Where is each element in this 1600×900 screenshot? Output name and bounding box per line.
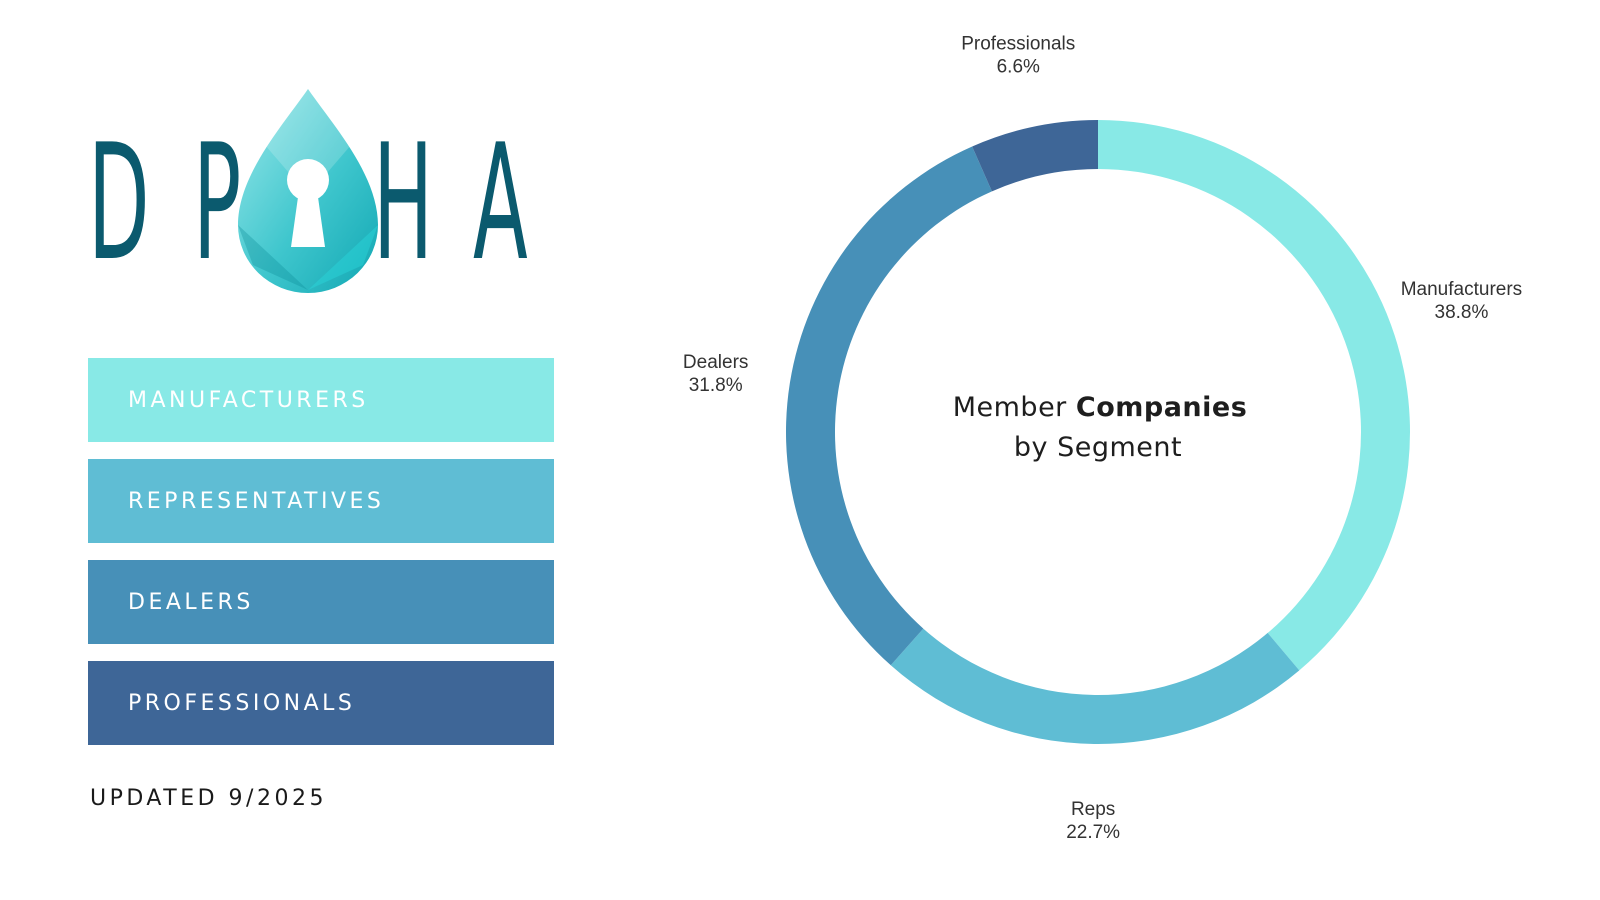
segment-bar-manufacturers[interactable]: MANUFACTURERS <box>88 358 554 442</box>
donut-slice-professionals[interactable] <box>972 120 1098 192</box>
chart-center-title: Member Companies <box>953 392 1248 423</box>
updated-date: UPDATED 9/2025 <box>90 786 327 811</box>
slice-name-label: Professionals <box>961 33 1075 54</box>
logo-letter-h: H <box>373 109 434 296</box>
dpha-logo: D P H A <box>88 85 558 300</box>
slice-value-label: 22.7% <box>1066 822 1120 843</box>
slice-value-label: 31.8% <box>689 375 743 396</box>
slice-name-label: Reps <box>1071 799 1115 820</box>
water-drop-keyhole-icon <box>238 89 378 293</box>
segment-bar-representatives[interactable]: REPRESENTATIVES <box>88 459 554 543</box>
segment-legend: MANUFACTURERS REPRESENTATIVES DEALERS PR… <box>88 358 554 762</box>
donut-slice-dealers[interactable] <box>786 146 992 666</box>
logo-letter-a: A <box>473 109 528 296</box>
chart-center-subtitle: by Segment <box>1014 432 1182 463</box>
donut-slice-manufacturers[interactable] <box>1098 120 1410 671</box>
slice-name-label: Manufacturers <box>1401 279 1522 300</box>
segment-bar-dealers[interactable]: DEALERS <box>88 560 554 644</box>
donut-slice-reps[interactable] <box>890 628 1300 744</box>
logo-letter-d: D <box>88 109 150 296</box>
segment-bar-professionals[interactable]: PROFESSIONALS <box>88 661 554 745</box>
logo-letter-p: P <box>193 109 242 296</box>
slice-name-label: Dealers <box>683 352 748 373</box>
slice-value-label: 38.8% <box>1435 302 1489 323</box>
slice-value-label: 6.6% <box>997 56 1040 77</box>
